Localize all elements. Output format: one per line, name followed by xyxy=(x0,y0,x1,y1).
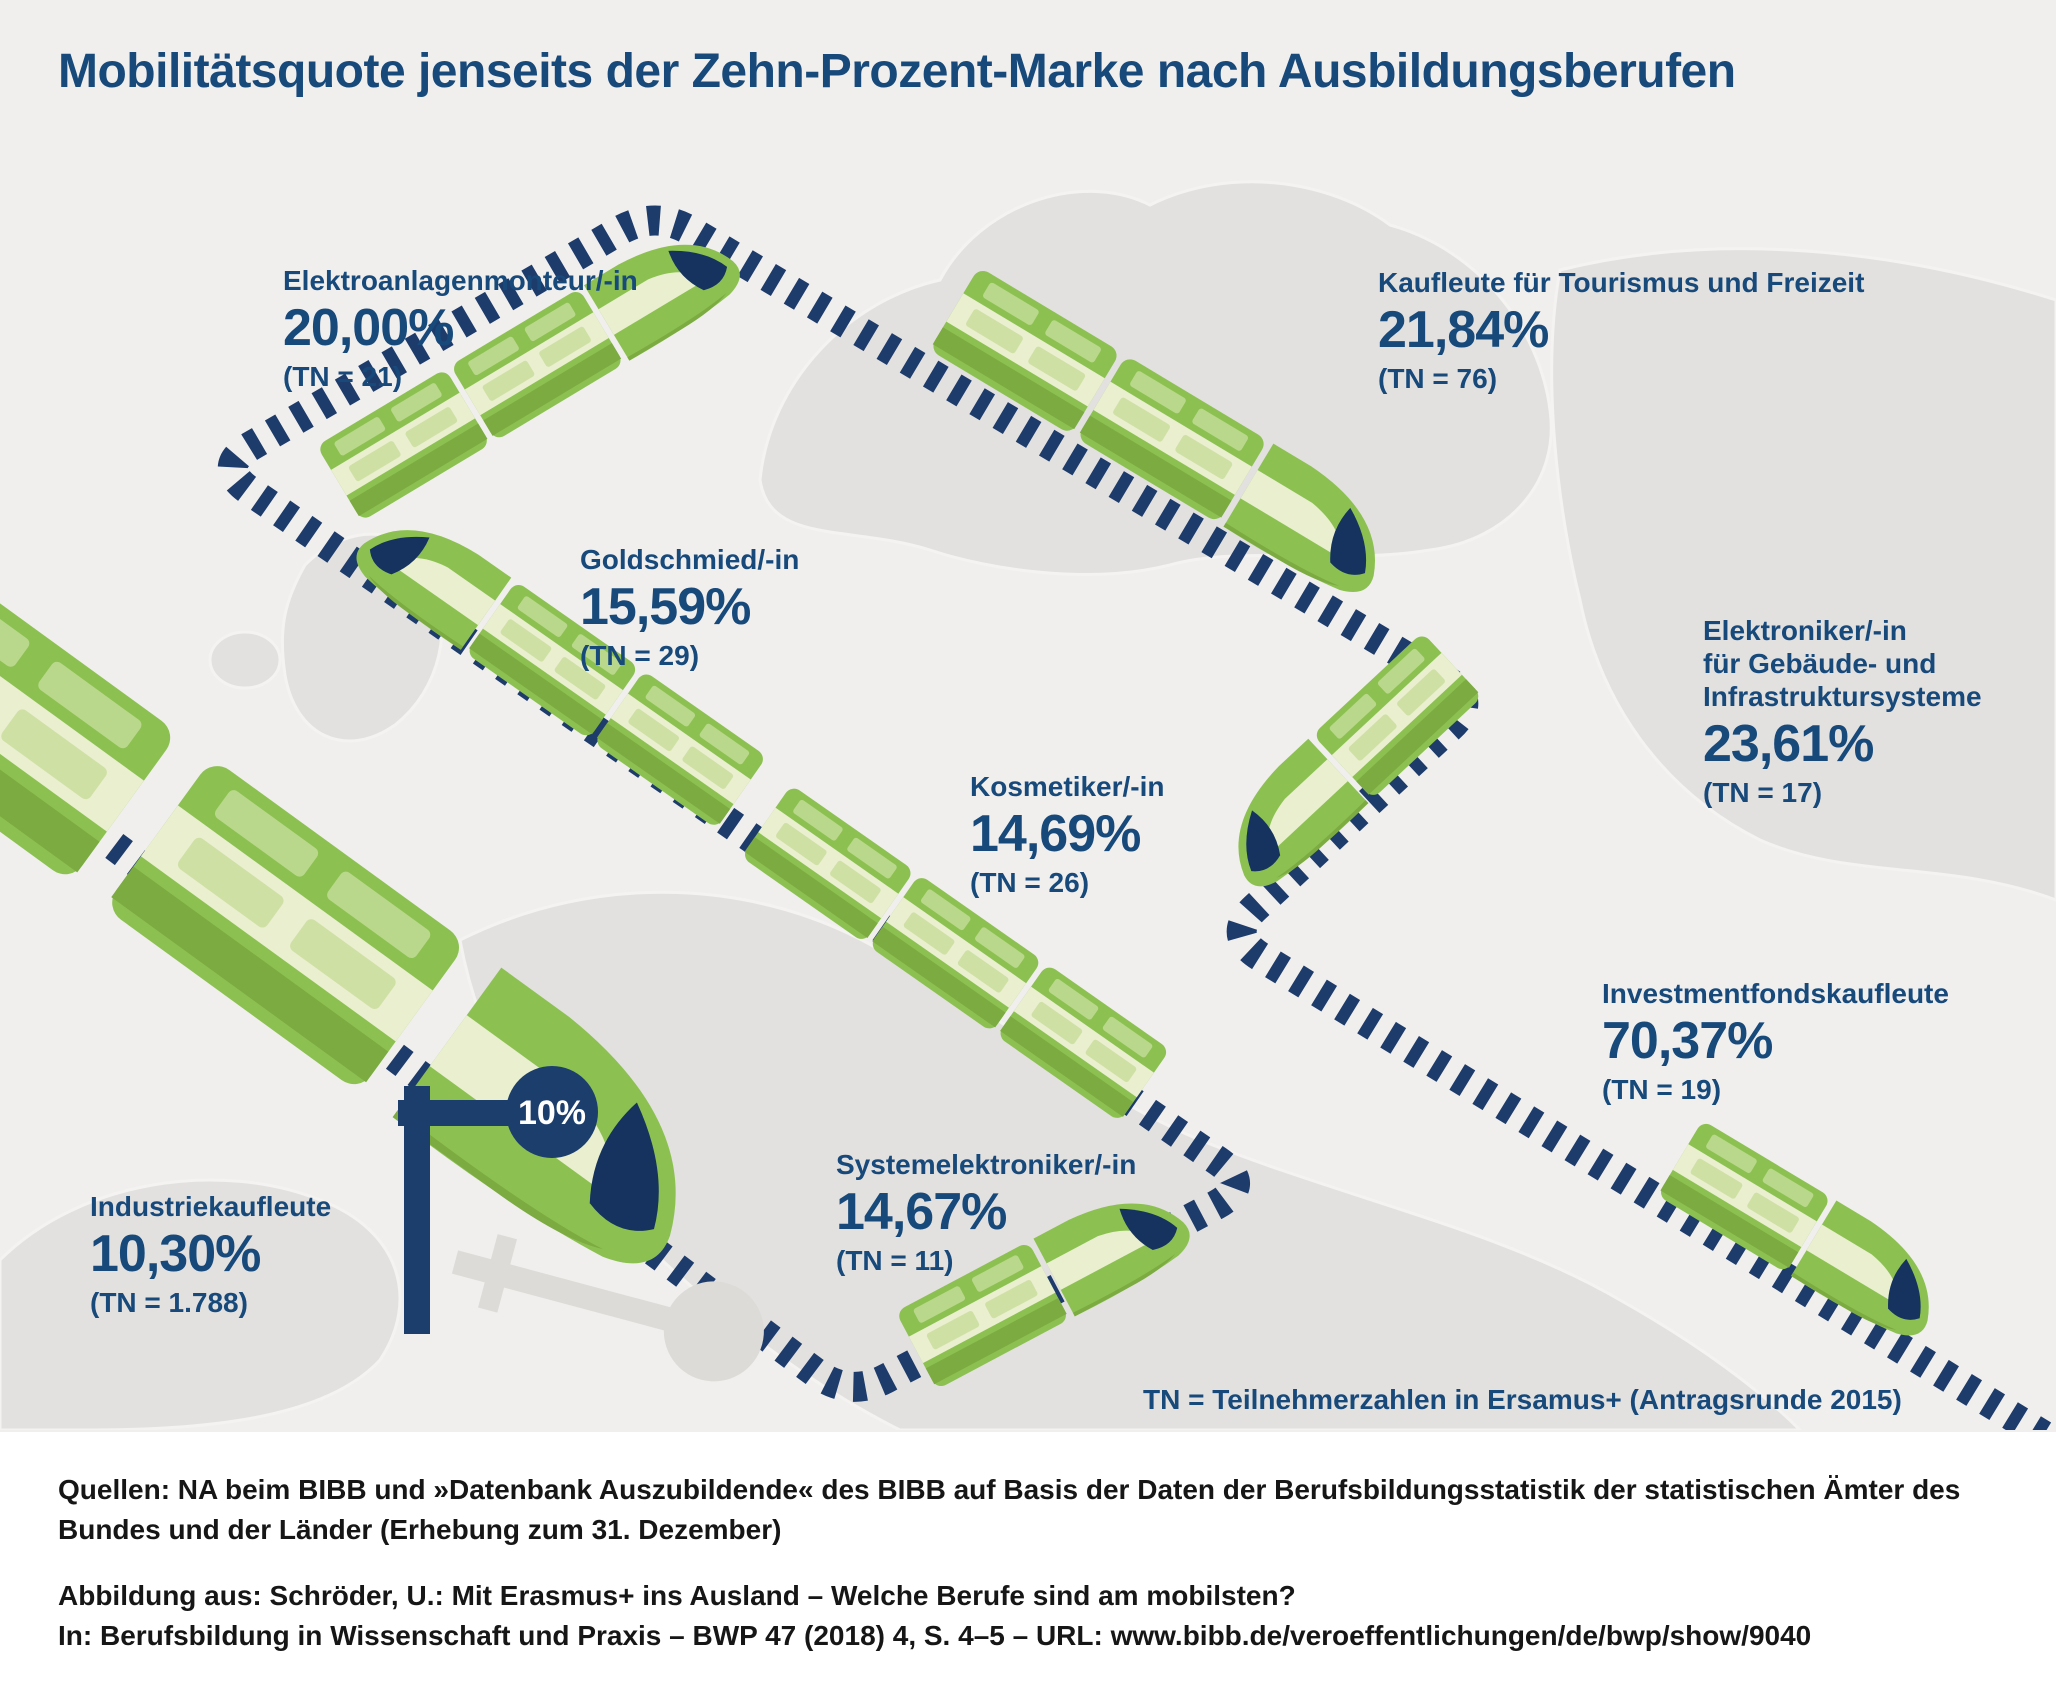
source-footer: Quellen: NA beim BIBB und »Datenbank Aus… xyxy=(0,1432,2056,1682)
occupation-rate: 10,30% xyxy=(90,1225,261,1283)
occupation-tn: (TN = 19) xyxy=(1602,1074,1722,1105)
sign-arm xyxy=(398,1100,520,1126)
occupation-name: Kosmetiker/-in xyxy=(970,771,1165,802)
label-systemelektroniker: Systemelektroniker/-in 14,67% (TN = 11) xyxy=(836,1148,1136,1277)
infographic-canvas: 10% xyxy=(0,180,2056,1430)
source-line: Quellen: NA beim BIBB und »Datenbank Aus… xyxy=(58,1474,1961,1505)
occupation-rate: 20,00% xyxy=(283,299,454,357)
map-ireland xyxy=(208,630,282,690)
occupation-name: Goldschmied/-in xyxy=(580,544,800,575)
occupation-tn: (TN = 17) xyxy=(1703,777,1823,808)
occupation-rate: 14,67% xyxy=(836,1183,1007,1241)
train-icon-investmentfondskaufleute xyxy=(1657,1120,1958,1350)
occupation-name: Elektroanlagenmonteur/-in xyxy=(283,265,638,296)
tn-legend-note: TN = Teilnehmerzahlen in Ersamus+ (Antra… xyxy=(1143,1384,1902,1415)
sign-pole xyxy=(404,1086,430,1334)
label-elektroanlagenmonteur: Elektroanlagenmonteur/-in 20,00% (TN = 2… xyxy=(283,264,638,393)
occupation-name: Investmentfondskaufleute xyxy=(1602,978,1949,1009)
train-icon-elektroniker-gebaeude xyxy=(1205,632,1483,900)
occupation-tn: (TN = 21) xyxy=(283,361,403,392)
occupation-tn: (TN = 29) xyxy=(580,640,700,671)
threshold-sign: 10% xyxy=(398,1066,598,1334)
occupation-rate: 15,59% xyxy=(580,578,751,636)
label-elektroniker-gebaeude: Elektroniker/-in für Gebäude- und Infras… xyxy=(1703,614,2048,809)
occupation-rate: 14,69% xyxy=(970,805,1141,863)
map-east xyxy=(1550,247,2056,902)
occupation-rate: 23,61% xyxy=(1703,715,1874,773)
occupation-tn: (TN = 76) xyxy=(1378,363,1498,394)
occupation-rate: 21,84% xyxy=(1378,301,1549,359)
label-kaufleute-tourismus: Kaufleute für Tourismus und Freizeit 21,… xyxy=(1378,266,1864,395)
occupation-tn: (TN = 11) xyxy=(836,1245,954,1276)
label-kosmetiker: Kosmetiker/-in 14,69% (TN = 26) xyxy=(970,770,1165,899)
label-investmentfondskaufleute: Investmentfondskaufleute 70,37% (TN = 19… xyxy=(1602,977,1949,1106)
map-iberia xyxy=(0,1178,402,1430)
page-title: Mobilitätsquote jenseits der Zehn-Prozen… xyxy=(58,45,1736,98)
attribution-line: In: Berufsbildung in Wissenschaft und Pr… xyxy=(58,1620,1812,1651)
occupation-rate: 70,37% xyxy=(1602,1012,1773,1070)
sign-disc xyxy=(506,1066,598,1158)
occupation-name: Elektroniker/-in für Gebäude- und Infras… xyxy=(1703,615,1982,712)
label-goldschmied: Goldschmied/-in 15,59% (TN = 29) xyxy=(580,543,799,672)
sign-shadow xyxy=(451,1234,764,1382)
source-line: Bundes und der Länder (Erhebung zum 31. … xyxy=(58,1514,782,1545)
occupation-name: Industriekaufleute xyxy=(90,1191,332,1222)
label-industriekaufleute: Industriekaufleute 10,30% (TN = 1.788) xyxy=(90,1190,331,1319)
occupation-tn: (TN = 1.788) xyxy=(90,1287,248,1318)
occupation-name: Kaufleute für Tourismus und Freizeit xyxy=(1378,267,1865,298)
sign-label: 10% xyxy=(518,1094,586,1132)
attribution-line: Abbildung aus: Schröder, U.: Mit Erasmus… xyxy=(58,1580,1296,1611)
occupation-tn: (TN = 26) xyxy=(970,867,1090,898)
occupation-name: Systemelektroniker/-in xyxy=(836,1149,1137,1180)
